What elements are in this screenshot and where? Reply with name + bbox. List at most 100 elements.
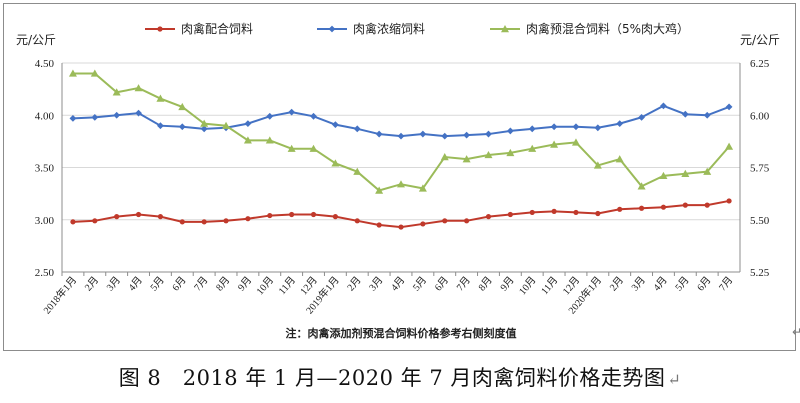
data-point [528,144,537,152]
data-point [441,132,449,140]
data-point [331,121,339,129]
data-point [310,112,317,120]
data-point [179,219,185,225]
data-point [178,102,187,111]
y-left-tick-label: 2.50 [35,267,55,279]
y-left-tick-label: 4.50 [35,58,55,70]
x-tick-label: 4月 [126,274,145,293]
legend-label: 肉禽预混合饲料（5%肉大鸡） [526,21,689,36]
data-point [528,125,536,133]
y-left-unit-label: 元/公斤 [16,33,56,47]
x-tick-label: 2月 [82,274,101,293]
data-point [287,144,296,152]
data-point [616,120,624,128]
legend-label: 肉禽浓缩饲料 [353,21,425,36]
series-line [72,199,730,229]
data-point [135,109,142,117]
data-point [506,148,515,157]
data-point [135,211,142,218]
data-point [112,88,121,96]
data-point [397,180,405,188]
data-point [266,112,274,120]
data-point [265,136,274,144]
x-tick-label: 2月 [607,274,626,293]
data-point [725,103,733,111]
data-point [442,218,448,224]
y-left-tick-label: 3.00 [35,215,55,227]
data-point [375,186,384,194]
data-point [68,69,77,77]
series-line [72,72,730,192]
data-point [703,167,712,175]
data-point [223,218,229,224]
data-point [703,111,711,119]
x-tick-label: 7月 [454,274,473,293]
data-point [485,214,492,220]
x-tick-label: 8月 [213,274,232,293]
data-point [550,140,559,148]
data-point [638,113,645,121]
y-right-tick-label: 5.25 [750,267,770,279]
data-point [309,144,318,152]
data-point [331,159,340,167]
data-point [506,127,514,135]
x-tick-label: 9月 [235,274,254,293]
data-point [245,216,251,222]
data-point [529,209,535,216]
data-point [615,155,624,163]
data-point [91,113,99,121]
data-point [267,212,273,219]
data-point [440,153,449,161]
x-tick-label: 6月 [695,274,714,293]
x-tick-label: 7月 [192,274,211,293]
data-point [637,182,646,190]
caption-text: 图 8 2018 年 1 月—2020 年 7 月肉禽饲料价格走势图 [118,366,666,390]
data-point [200,119,209,127]
data-point [90,69,99,77]
data-point [659,171,668,180]
x-tick-label: 10月 [254,274,276,297]
x-tick-label: 11月 [539,274,561,297]
data-point [463,131,471,139]
legend-marker [328,25,336,33]
data-point [501,25,509,33]
data-point [201,219,207,225]
x-tick-label: 5月 [673,274,692,293]
x-tick-label: 2月 [345,274,364,293]
data-point [638,205,645,211]
data-point [572,123,580,131]
data-point [420,221,426,227]
y-left-tick-label: 4.00 [35,110,55,122]
y-right-unit-label: 元/公斤 [740,33,780,47]
data-point [704,202,710,208]
data-point [353,125,361,133]
data-point [660,204,667,210]
data-point [594,124,602,132]
data-point [464,218,470,224]
data-point [289,211,295,218]
data-point [571,138,580,146]
x-tick-label: 11月 [276,274,298,297]
feed-price-line-chart: 2.50 3.00 3.50 4.00 4.50 5.25 5.50 5.75 6.00 6.25… [16,21,780,340]
data-point [354,218,360,224]
data-point [353,167,362,175]
data-point [178,123,186,131]
x-tick-label: 5月 [410,274,429,293]
figure-caption: 图 8 2018 年 1 月—2020 年 7 月肉禽饲料价格走势图 ↵ [0,362,800,392]
data-point [681,110,689,118]
data-point [113,111,121,119]
data-point [243,136,252,144]
data-point [462,155,471,163]
x-tick-label: 8月 [476,274,495,293]
data-point [484,150,493,159]
edge-return-mark-icon: ↵ [792,325,800,339]
data-point [617,206,623,212]
data-point [725,142,734,150]
data-point [200,125,208,133]
y-right-tick-label: 5.50 [750,215,770,227]
chart-note: 注：肉禽添加剂预混合饲料价格参考右侧刻度值 [286,326,517,340]
data-point [551,208,557,214]
series-line [72,104,730,138]
data-point [550,123,558,131]
